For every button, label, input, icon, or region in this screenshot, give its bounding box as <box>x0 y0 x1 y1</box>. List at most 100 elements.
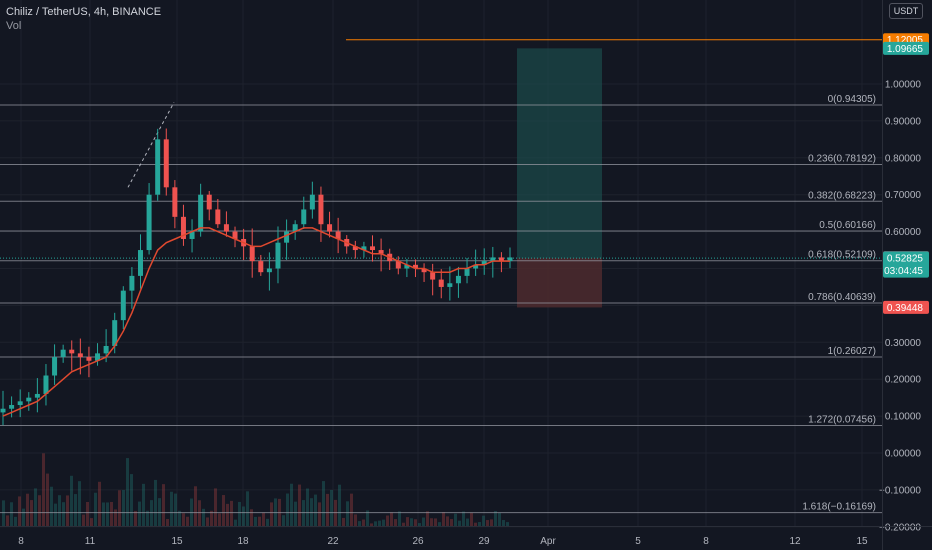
candle-body <box>498 257 504 262</box>
candle-body <box>112 320 118 346</box>
candle-body <box>455 275 461 284</box>
volume-bar <box>358 521 361 526</box>
candle-body <box>206 194 212 210</box>
candle-body <box>129 275 135 291</box>
candle-body <box>352 246 358 251</box>
volume-bar <box>366 510 369 526</box>
fib-level-label: 1(0.26027) <box>828 346 876 357</box>
volume-bar <box>2 500 5 526</box>
candle-body <box>69 349 75 354</box>
volume-bar <box>478 522 481 526</box>
volume-bar <box>238 501 241 526</box>
x-tick-label: 8 <box>703 536 709 547</box>
volume-bar <box>54 503 57 526</box>
volume-bar <box>142 483 145 526</box>
volume-bar <box>222 495 225 526</box>
fib-level-label: 0(0.94305) <box>828 94 876 105</box>
volume-bar <box>298 484 301 526</box>
price-label-value: 1.09665 <box>887 44 924 55</box>
candle-body <box>309 194 315 210</box>
volume-bar <box>350 493 353 526</box>
currency-button[interactable]: USDT <box>889 3 923 19</box>
volume-bar <box>410 518 413 526</box>
volume-bar <box>498 512 501 526</box>
volume-bar <box>490 519 493 526</box>
price-label-box <box>883 41 929 55</box>
y-tick-label: 0.00000 <box>885 449 922 460</box>
volume-bar <box>382 519 385 526</box>
volume-bar <box>502 520 505 526</box>
volume-bar <box>262 512 265 526</box>
volume-bar <box>414 519 417 526</box>
volume-bar <box>322 481 325 526</box>
candle-body <box>103 345 109 354</box>
candle-body <box>172 187 178 217</box>
volume-bar <box>286 493 289 526</box>
volume-bar <box>402 522 405 526</box>
y-tick-label: −0.10000 <box>879 485 921 496</box>
volume-bar <box>378 520 381 526</box>
volume-bar <box>282 515 285 526</box>
volume-bar <box>486 520 489 526</box>
volume-bar <box>426 511 429 526</box>
volume-bar <box>250 509 253 526</box>
volume-indicator-label[interactable]: Vol <box>6 20 22 32</box>
volume-bar <box>38 495 41 526</box>
candle-body <box>301 209 307 225</box>
candle-body <box>378 250 384 254</box>
volume-bar <box>430 518 433 526</box>
volume-bar <box>42 453 45 526</box>
candle-body <box>137 250 143 276</box>
candle-body <box>155 139 161 195</box>
candle-body <box>249 246 255 262</box>
candle-body <box>232 231 238 239</box>
volume-bar <box>434 518 437 526</box>
fib-level-label: 1.272(0.07456) <box>808 414 876 425</box>
volume-bar <box>210 510 213 526</box>
candle-body <box>430 272 436 280</box>
volume-bar <box>74 494 77 526</box>
y-tick-label: 0.70000 <box>885 190 922 201</box>
countdown-label: 03:04:45 <box>884 266 923 277</box>
x-tick-label: 8 <box>18 536 24 547</box>
volume-bar <box>6 515 9 526</box>
volume-bar <box>294 501 297 526</box>
volume-bar <box>70 475 73 526</box>
volume-bar <box>106 502 109 526</box>
x-tick-label: 5 <box>635 536 641 547</box>
volume-bar <box>254 516 257 526</box>
volume-bar <box>66 495 69 526</box>
symbol-title[interactable]: Chiliz / TetherUS, 4h, BINANCE <box>6 6 162 18</box>
volume-bar <box>450 519 453 526</box>
candle-body <box>438 279 444 287</box>
candle-body <box>86 357 92 361</box>
volume-bar <box>314 494 317 526</box>
volume-bar <box>138 501 141 526</box>
volume-bar <box>78 481 81 526</box>
volume-bar <box>126 458 129 526</box>
volume-bar <box>10 502 13 526</box>
volume-bar <box>362 519 365 526</box>
x-tick-label: 22 <box>327 536 339 547</box>
y-tick-label: 0.10000 <box>885 412 922 423</box>
volume-bar <box>146 510 149 526</box>
volume-bar <box>482 515 485 526</box>
volume-bar <box>162 484 165 526</box>
volume-bar <box>50 486 53 526</box>
x-tick-label: 11 <box>85 536 96 547</box>
volume-bar <box>270 502 273 526</box>
volume-bar <box>14 516 17 526</box>
candle-body <box>77 353 83 358</box>
candle-body <box>284 231 290 243</box>
volume-bar <box>374 521 377 526</box>
candle-body <box>198 194 204 232</box>
candle-body <box>60 349 66 358</box>
volume-bar <box>242 506 245 526</box>
y-tick-label: 0.30000 <box>885 338 922 349</box>
candle-body <box>404 264 410 269</box>
volume-bar <box>34 488 37 526</box>
volume-bar <box>342 517 345 526</box>
candle-body <box>163 139 169 188</box>
volume-bar <box>110 501 113 526</box>
